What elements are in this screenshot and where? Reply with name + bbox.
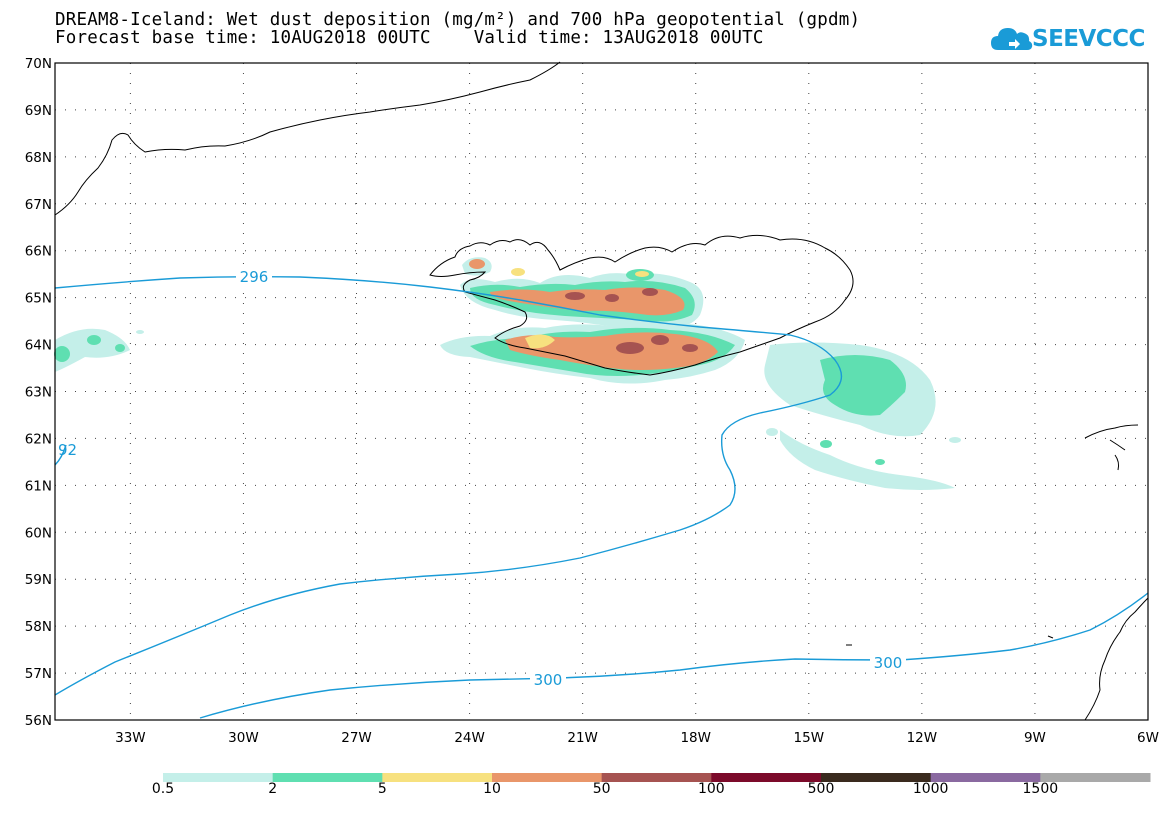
colorbar bbox=[163, 773, 1151, 782]
lat-label: 61N bbox=[25, 478, 52, 494]
lat-label: 57N bbox=[25, 666, 52, 682]
contour-label-300-b: 300 bbox=[874, 654, 903, 672]
dust-area-southeast-green bbox=[820, 355, 906, 416]
latitude-labels: 56N 57N 58N 59N 60N 61N 62N 63N 64N 65N 66N 67N 68N 6… bbox=[25, 56, 52, 729]
dust-core-6 bbox=[682, 344, 698, 352]
chart-subtitle: Forecast base time: 10AUG2018 00UTC Vali… bbox=[55, 28, 764, 48]
colorbar-label: 10 bbox=[483, 781, 501, 797]
colorbar-label: 1500 bbox=[1022, 781, 1059, 797]
colorbar-label: 1000 bbox=[912, 781, 949, 797]
colorbar-label: 500 bbox=[807, 781, 835, 797]
lon-label: 18W bbox=[680, 730, 711, 746]
lat-label: 68N bbox=[25, 150, 52, 166]
contour-92 bbox=[54, 444, 67, 466]
lon-label: 9W bbox=[1024, 730, 1046, 746]
coastlines bbox=[54, 61, 1149, 721]
cloud-icon bbox=[991, 28, 1033, 50]
dust-core-2 bbox=[605, 294, 619, 302]
contour-300 bbox=[199, 592, 1149, 719]
lon-label: 21W bbox=[567, 730, 598, 746]
lat-label: 56N bbox=[25, 713, 52, 729]
lon-label: 24W bbox=[454, 730, 485, 746]
chart-title: DREAM8-Iceland: Wet dust deposition (mg/… bbox=[55, 10, 861, 30]
colorbar-swatch bbox=[163, 773, 274, 782]
faroe-islands bbox=[1084, 424, 1139, 471]
lat-label: 64N bbox=[25, 338, 52, 354]
lat-label: 70N bbox=[25, 56, 52, 72]
logo-text: SEEVCCC bbox=[1032, 26, 1145, 52]
dust-deposition-shading bbox=[54, 257, 961, 490]
lon-label: 12W bbox=[907, 730, 938, 746]
dust-area-west-orange bbox=[490, 287, 685, 316]
longitude-labels: 33W 30W 27W 24W 21W 18W 15W 12W 9W 6W bbox=[115, 730, 1159, 746]
dust-area-far-west bbox=[55, 328, 130, 372]
colorbar-label: 5 bbox=[377, 781, 387, 797]
colorbar-swatch bbox=[930, 773, 1041, 782]
grid-lines bbox=[55, 63, 1148, 720]
lat-label: 63N bbox=[25, 385, 52, 401]
colorbar-swatch bbox=[1040, 773, 1151, 782]
lon-label: 15W bbox=[794, 730, 825, 746]
colorbar-swatch bbox=[382, 773, 493, 782]
colorbar-swatch bbox=[272, 773, 383, 782]
colorbar-label: 0.5 bbox=[151, 781, 175, 797]
dust-core-4 bbox=[616, 342, 644, 354]
plot-frame bbox=[54, 62, 1149, 721]
seevccc-logo: SEEVCCC bbox=[990, 22, 1145, 58]
colorbar-label: 100 bbox=[697, 781, 725, 797]
iceland-coast bbox=[429, 234, 854, 376]
contour-296 bbox=[54, 275, 843, 696]
lat-label: 67N bbox=[25, 197, 52, 213]
dust-westfjords-core bbox=[469, 259, 485, 269]
contour-label-296: 296 bbox=[240, 268, 269, 286]
colorbar-swatch bbox=[492, 773, 603, 782]
colorbar-swatch bbox=[711, 773, 822, 782]
contour-label-300-a: 300 bbox=[534, 671, 563, 689]
dust-core-1 bbox=[565, 292, 585, 300]
dust-core-3 bbox=[642, 288, 658, 296]
colorbar-swatch bbox=[821, 773, 932, 782]
lat-label: 60N bbox=[25, 525, 52, 541]
dust-core-5 bbox=[651, 335, 669, 345]
lon-label: 27W bbox=[341, 730, 372, 746]
colorbar-swatch bbox=[601, 773, 712, 782]
lat-label: 62N bbox=[25, 431, 52, 447]
colorbar-label: 50 bbox=[592, 781, 611, 797]
lat-label: 65N bbox=[25, 291, 52, 307]
contour-labels: 296 300 300 92 bbox=[58, 266, 906, 689]
lat-label: 69N bbox=[25, 103, 52, 119]
lon-label: 6W bbox=[1137, 730, 1159, 746]
greenland-coast bbox=[54, 61, 561, 216]
scotland-coast bbox=[1084, 597, 1149, 721]
geopotential-contours bbox=[54, 275, 1149, 719]
lat-label: 66N bbox=[25, 244, 52, 260]
contour-label-92: 92 bbox=[58, 441, 77, 459]
lon-label: 33W bbox=[115, 730, 146, 746]
lon-label: 30W bbox=[228, 730, 259, 746]
colorbar-label: 2 bbox=[268, 781, 278, 797]
lat-label: 59N bbox=[25, 572, 52, 588]
lat-label: 58N bbox=[25, 619, 52, 635]
